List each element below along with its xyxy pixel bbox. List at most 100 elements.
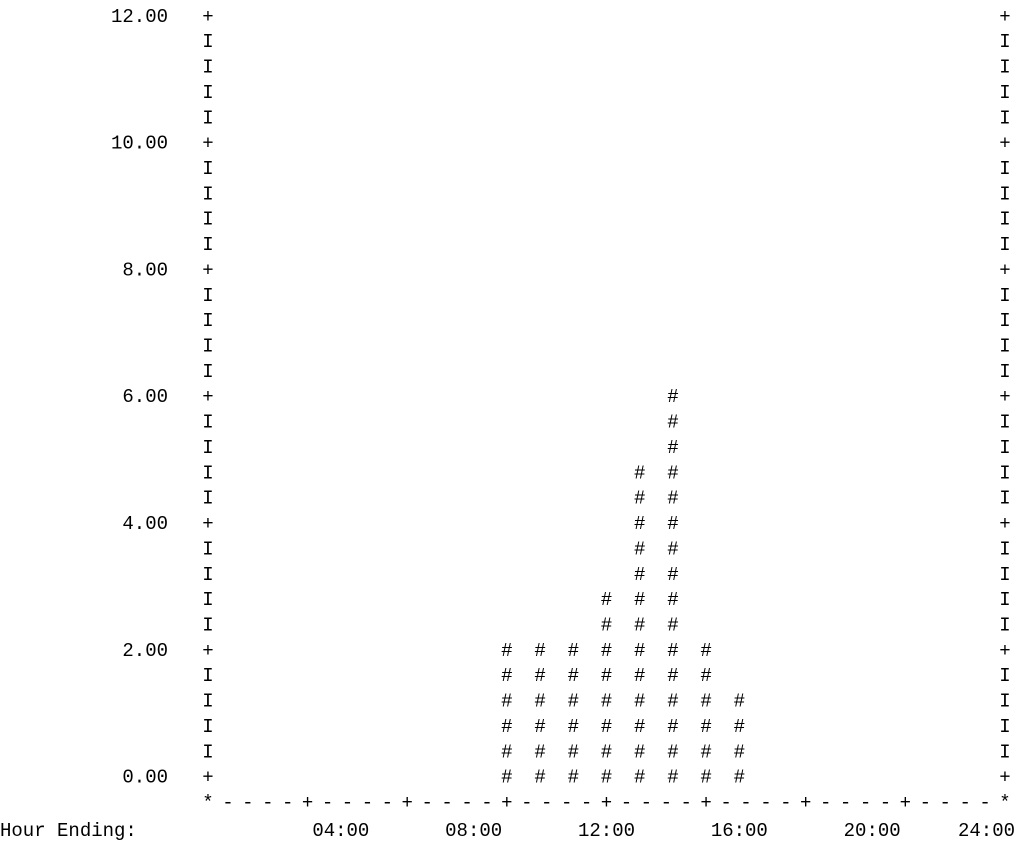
left-border-mark: I <box>202 462 213 484</box>
right-border-mark: I <box>999 183 1010 205</box>
bar-glyph: # <box>634 640 645 662</box>
bar-hour-10: # # # # # # <box>534 640 545 789</box>
right-border-mark: I <box>999 716 1010 738</box>
bottom-border-mark: - <box>920 792 931 814</box>
y-tick-label: 4.00 <box>122 513 168 535</box>
top-border-mark: - <box>880 0 891 2</box>
bar-glyph: # <box>501 767 512 789</box>
bar-glyph: # <box>634 513 645 535</box>
top-border-mark: + <box>601 0 612 2</box>
right-border-mark: I <box>999 741 1010 763</box>
bar-glyph: # <box>667 488 678 510</box>
bar-glyph: # <box>667 386 678 408</box>
x-tick-label: 16:00 <box>711 820 768 842</box>
top-border-mark: + <box>501 0 512 2</box>
left-border-mark: I <box>202 538 213 560</box>
bottom-border-mark: - <box>661 792 672 814</box>
bottom-border-mark: - <box>641 792 652 814</box>
top-border-mark: + <box>900 0 911 2</box>
bar-glyph: # <box>667 564 678 586</box>
bar-glyph: # <box>667 538 678 560</box>
left-border-mark: I <box>202 234 213 256</box>
bar-hour-9: # # # # # # <box>501 640 512 789</box>
left-border-mark: I <box>202 614 213 636</box>
bar-glyph: # <box>667 691 678 713</box>
bar-glyph: # <box>534 716 545 738</box>
right-border-mark: I <box>999 107 1010 129</box>
bar-glyph: # <box>501 716 512 738</box>
right-border-mark: + <box>999 259 1010 281</box>
bottom-border-mark: - <box>222 792 233 814</box>
bottom-border-mark: + <box>601 792 612 814</box>
bar-glyph: # <box>734 767 745 789</box>
bottom-border-mark: - <box>342 792 353 814</box>
top-border-mark: - <box>680 0 691 2</box>
bar-glyph: # <box>667 412 678 434</box>
right-border-mark: + <box>999 386 1010 408</box>
left-border-mark: + <box>202 133 213 155</box>
right-border-mark: I <box>999 361 1010 383</box>
left-border-mark: + <box>202 640 213 662</box>
y-tick-label: 12.00 <box>111 6 168 28</box>
right-border-mark: I <box>999 310 1010 332</box>
left-border-mark: I <box>202 716 213 738</box>
left-border-mark: I <box>202 158 213 180</box>
bar-glyph: # <box>601 767 612 789</box>
top-border-mark: - <box>461 0 472 2</box>
bar-glyph: # <box>634 691 645 713</box>
top-border-mark: + <box>800 0 811 2</box>
bottom-border-mark: - <box>720 792 731 814</box>
histogram-bars: ########################################… <box>501 386 745 788</box>
bottom-border-mark: - <box>780 792 791 814</box>
left-border-mark: I <box>202 412 213 434</box>
bar-glyph: # <box>700 716 711 738</box>
right-border-mark: I <box>999 538 1010 560</box>
bar-glyph: # <box>534 665 545 687</box>
x-axis-tick-labels: 04:00 08:00 12:00 16:00 20:00 24:00 <box>312 820 1015 842</box>
bottom-border-mark: - <box>979 792 990 814</box>
top-left-corner: * <box>202 0 213 2</box>
bottom-left-corner: * <box>202 792 213 814</box>
bottom-border-mark: - <box>262 792 273 814</box>
y-tick-label: 2.00 <box>122 640 168 662</box>
bar-glyph: # <box>501 665 512 687</box>
x-tick-label: 20:00 <box>844 820 901 842</box>
top-border-mark: - <box>840 0 851 2</box>
left-border-mark: + <box>202 6 213 28</box>
bar-glyph: # <box>667 513 678 535</box>
top-border-mark: - <box>641 0 652 2</box>
top-border-mark: - <box>342 0 353 2</box>
right-border-mark: + <box>999 640 1010 662</box>
left-border-mark: I <box>202 31 213 53</box>
bottom-border-mark: - <box>561 792 572 814</box>
bar-hour-12: # # # # # # # # <box>601 589 612 789</box>
bar-glyph: # <box>700 741 711 763</box>
x-tick-label: 24:00 <box>958 820 1015 842</box>
bar-glyph: # <box>667 462 678 484</box>
right-border-mark: I <box>999 209 1010 231</box>
top-border-mark: - <box>481 0 492 2</box>
left-border-mark: I <box>202 82 213 104</box>
right-border-mark: I <box>999 285 1010 307</box>
bar-glyph: # <box>734 741 745 763</box>
top-border-mark: - <box>441 0 452 2</box>
left-border-mark: + <box>202 767 213 789</box>
bottom-border-mark: - <box>441 792 452 814</box>
bar-glyph: # <box>568 665 579 687</box>
top-border-mark: - <box>581 0 592 2</box>
right-border-mark: I <box>999 462 1010 484</box>
bar-glyph: # <box>601 741 612 763</box>
top-border-mark: - <box>661 0 672 2</box>
bar-hour-11: # # # # # # <box>568 640 579 789</box>
bottom-border-mark: + <box>501 792 512 814</box>
y-tick-label: 6.00 <box>122 386 168 408</box>
bar-glyph: # <box>700 691 711 713</box>
top-border-mark: - <box>780 0 791 2</box>
bar-glyph: # <box>568 716 579 738</box>
bar-glyph: # <box>667 640 678 662</box>
top-border-mark: + <box>302 0 313 2</box>
right-border-mark: I <box>999 564 1010 586</box>
bottom-border-mark: + <box>700 792 711 814</box>
right-border-mark: I <box>999 158 1010 180</box>
bottom-border-mark: - <box>541 792 552 814</box>
